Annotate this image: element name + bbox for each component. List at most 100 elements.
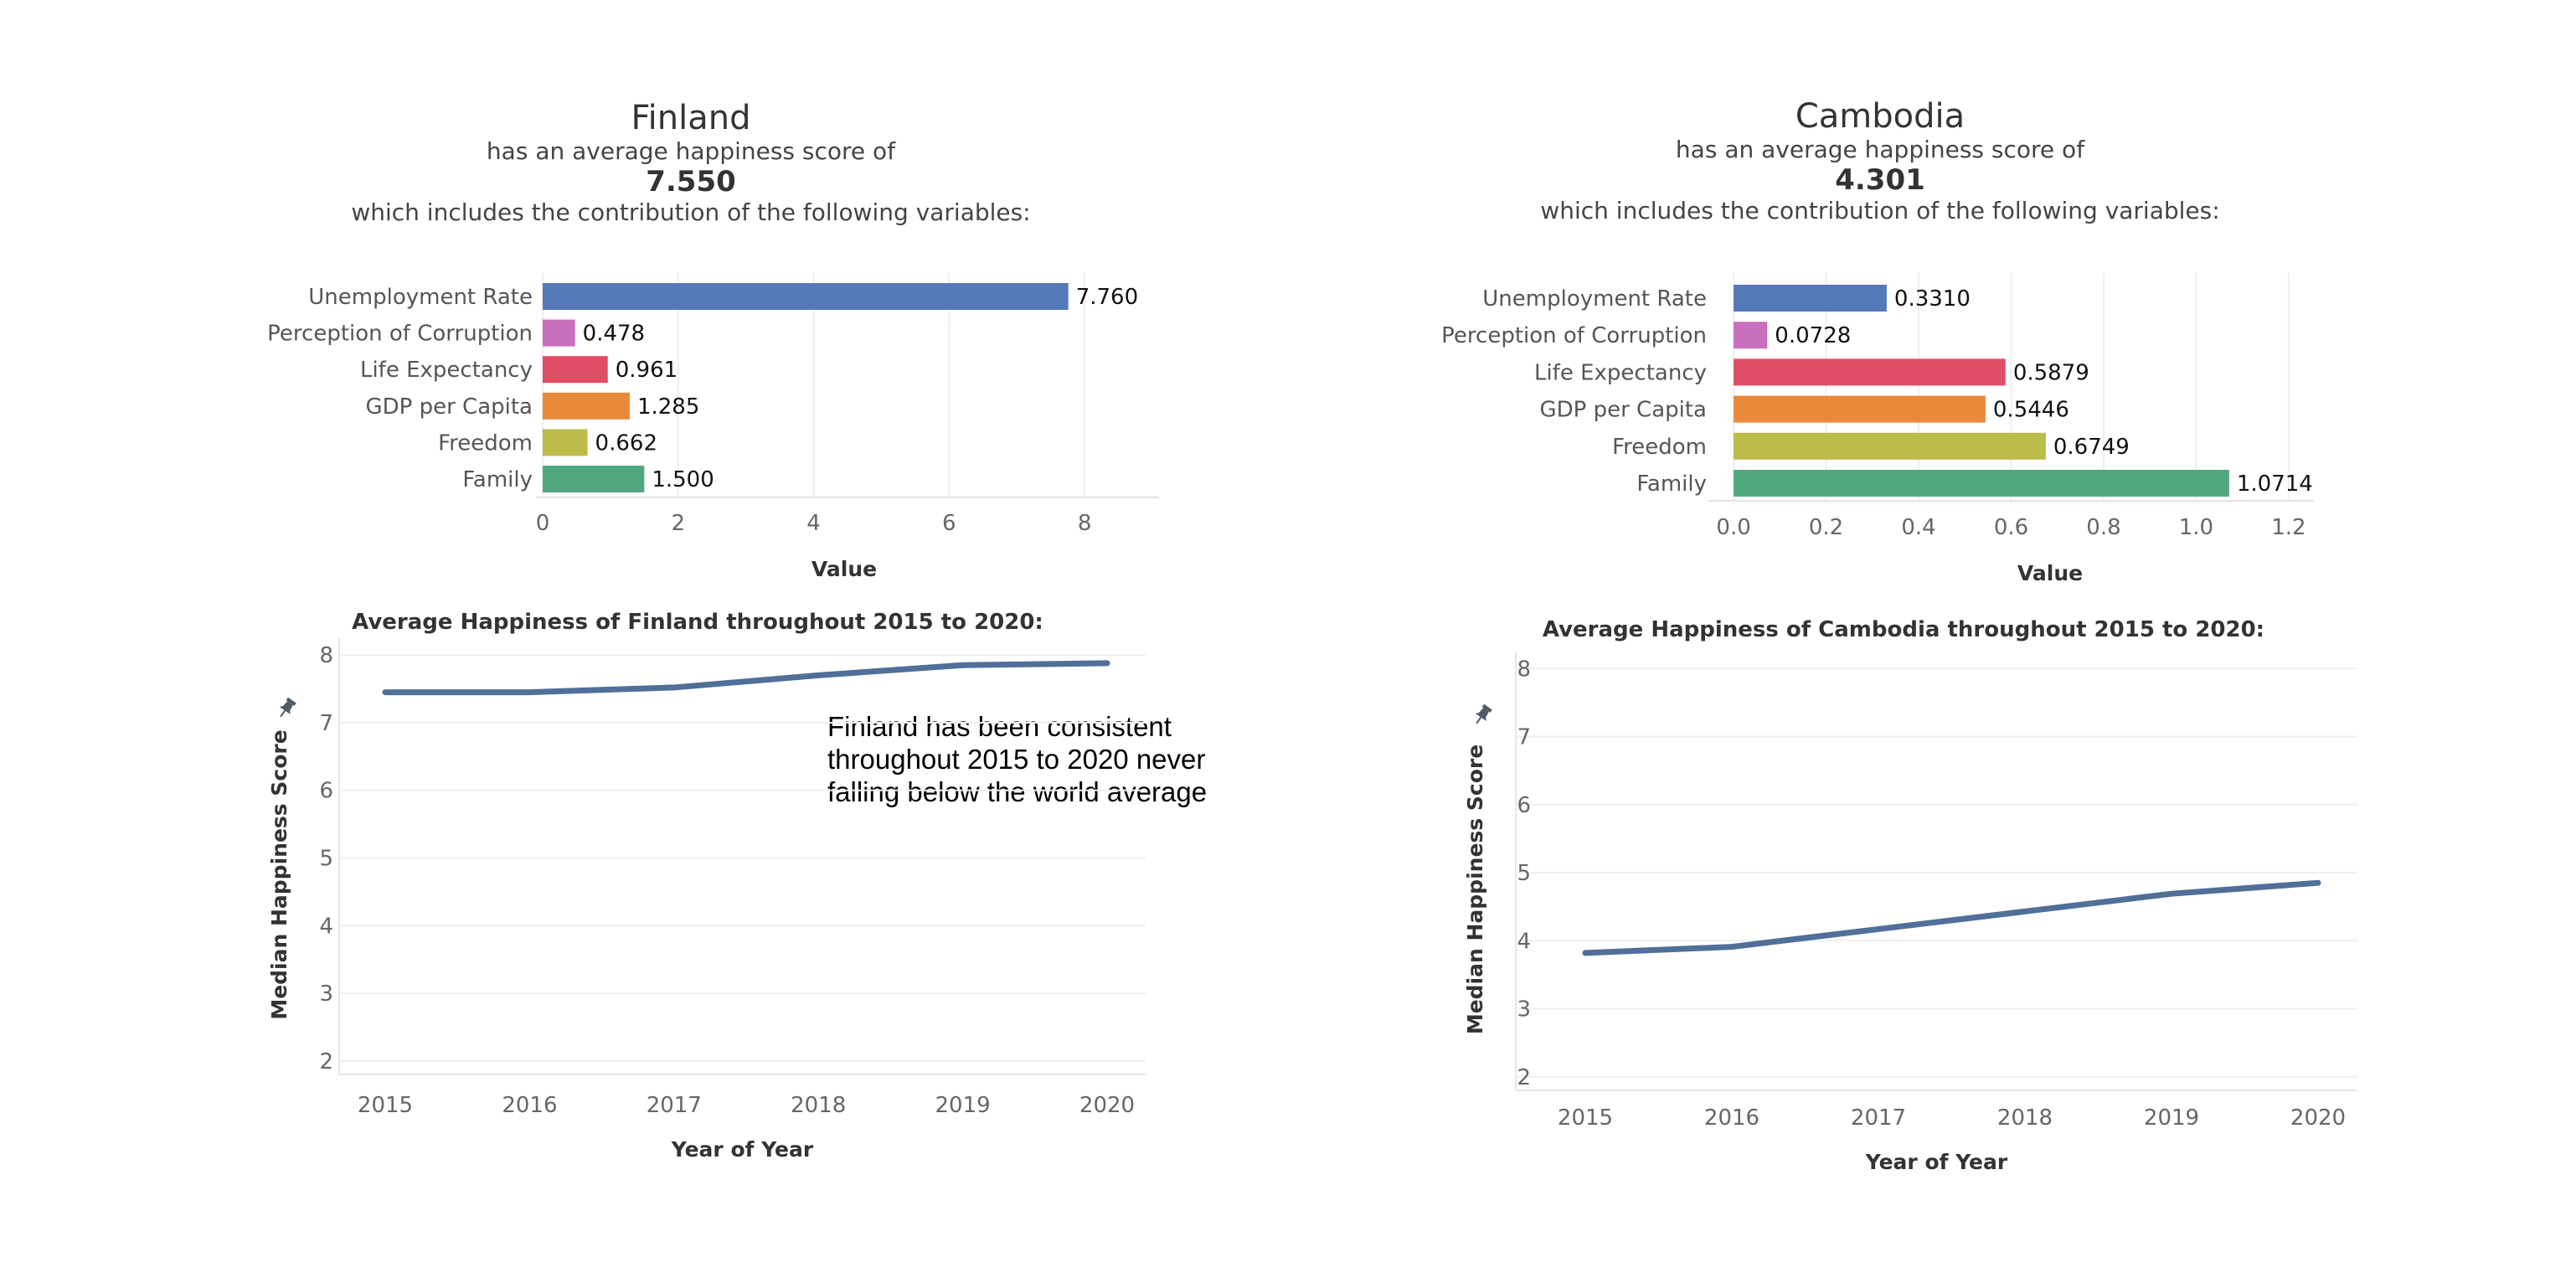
series-line bbox=[1582, 879, 2321, 956]
y-tick-label: 2 bbox=[319, 1049, 333, 1074]
x-tick-label: 1.2 bbox=[2271, 515, 2306, 540]
data-label: 0.961 bbox=[616, 358, 677, 383]
x-tick-label: 1.0 bbox=[2179, 515, 2213, 540]
x-tick-label: 2 bbox=[672, 511, 686, 536]
finland-panel: Finland has an average happiness score o… bbox=[314, 99, 1208, 807]
pin-icon-body bbox=[279, 701, 293, 715]
y-tick-label: 4 bbox=[319, 914, 333, 939]
y-tick-label: 5 bbox=[319, 847, 333, 872]
bar bbox=[1734, 285, 1887, 312]
pin-icon-needle bbox=[1476, 716, 1482, 724]
data-label: 1.0714 bbox=[2237, 471, 2313, 497]
category-label: GDP per Capita bbox=[365, 394, 533, 420]
x-tick-label: 2018 bbox=[1997, 1105, 2053, 1131]
data-label: 0.3310 bbox=[1894, 286, 1971, 312]
y-axis-title: Median Happiness Score bbox=[267, 729, 291, 1019]
data-label: 0.5446 bbox=[1993, 398, 2069, 423]
bar bbox=[1734, 322, 1768, 349]
category-label: Perception of Corruption bbox=[1441, 323, 1707, 348]
x-tick-label: 6 bbox=[942, 511, 956, 536]
score-intro: has an average happiness score of bbox=[486, 137, 896, 165]
category-label: Family bbox=[462, 467, 533, 492]
x-tick-label: 0.0 bbox=[1716, 515, 1750, 540]
x-tick-label: 2015 bbox=[358, 1093, 413, 1118]
y-tick-label: 7 bbox=[319, 711, 333, 736]
bar bbox=[1734, 395, 1986, 423]
x-tick-label: 4 bbox=[806, 511, 821, 536]
data-label: 0.6749 bbox=[2053, 435, 2130, 460]
bar bbox=[1734, 358, 2006, 386]
category-label: Freedom bbox=[438, 430, 533, 456]
y-tick-label: 8 bbox=[319, 643, 333, 668]
variables-intro: which includes the contribution of the f… bbox=[1540, 197, 2220, 224]
average-score: 7.550 bbox=[646, 165, 736, 198]
y-tick-label: 2 bbox=[1517, 1065, 1531, 1090]
x-tick-label: 2018 bbox=[791, 1093, 846, 1118]
x-tick-label: 2020 bbox=[1079, 1093, 1135, 1118]
category-label: Life Expectancy bbox=[1534, 360, 1707, 385]
x-tick-label: 2017 bbox=[1851, 1105, 1906, 1131]
pin-icon-body bbox=[1475, 708, 1489, 722]
bar bbox=[1734, 432, 2046, 460]
average-score: 4.301 bbox=[1835, 163, 1925, 197]
chart-title: Average Happiness of Cambodia throughout… bbox=[1543, 617, 2264, 642]
cambodia-header: Cambodia has an average happiness score … bbox=[1503, 97, 2257, 224]
x-tick-label: 2019 bbox=[935, 1093, 991, 1118]
bar-chart-1: 0.0 0.2 0.4 0.6 0.8 1.0 1.2 Unemployment Rate 0.… bbox=[1441, 273, 2314, 585]
pin-icon-needle bbox=[280, 709, 286, 718]
x-tick-label: 2017 bbox=[647, 1093, 702, 1118]
pin-icon bbox=[1475, 703, 1492, 724]
y-tick-label: 4 bbox=[1517, 929, 1531, 954]
x-tick-label: 2016 bbox=[502, 1093, 557, 1118]
y-tick-label: 3 bbox=[319, 982, 333, 1007]
finland-header: Finland has an average happiness score o… bbox=[314, 99, 1068, 226]
x-tick-label: 0.8 bbox=[2086, 515, 2120, 540]
chart-title: Average Happiness of Finland throughout … bbox=[352, 610, 1043, 635]
y-tick-label: 6 bbox=[319, 779, 333, 804]
category-label: Freedom bbox=[1612, 435, 1707, 460]
x-tick-label: 8 bbox=[1078, 511, 1092, 536]
country-title: Cambodia bbox=[1795, 97, 1965, 136]
category-label: Unemployment Rate bbox=[308, 285, 533, 310]
bar bbox=[543, 429, 588, 456]
bar bbox=[543, 466, 645, 492]
x-tick-label: 0.4 bbox=[1901, 515, 1935, 540]
x-tick-label: 2020 bbox=[2290, 1105, 2346, 1131]
y-tick-label: 5 bbox=[1517, 861, 1531, 886]
x-tick-label: 0.6 bbox=[1994, 515, 2028, 540]
variables-intro: which includes the contribution of the f… bbox=[351, 198, 1031, 226]
y-tick-label: 3 bbox=[1517, 997, 1531, 1023]
category-label: Family bbox=[1636, 471, 1707, 497]
data-label: 1.285 bbox=[637, 394, 699, 420]
category-label: GDP per Capita bbox=[1539, 398, 1707, 423]
y-tick-label: 8 bbox=[1517, 657, 1531, 682]
data-label: 0.0728 bbox=[1775, 323, 1851, 348]
chart-annotation: Finland has been consistent throughout 2… bbox=[827, 711, 1208, 807]
line-chart-0: Average Happiness of Finland throughout … bbox=[267, 610, 1146, 1162]
category-label: Perception of Corruption bbox=[267, 322, 533, 347]
x-axis-title: Year of Year bbox=[671, 1137, 814, 1162]
pin-icon-head bbox=[1481, 703, 1492, 713]
bar bbox=[543, 319, 575, 347]
pin-icon-head bbox=[286, 697, 296, 706]
bar bbox=[1734, 470, 2229, 497]
data-label: 7.760 bbox=[1076, 285, 1138, 310]
x-tick-label: 2016 bbox=[1704, 1105, 1759, 1131]
x-tick-label: 2019 bbox=[2144, 1105, 2199, 1131]
bar-chart-0: 0 2 4 6 8 Unemployment Rate 7.760 Perception of… bbox=[267, 273, 1159, 581]
data-label: 1.500 bbox=[652, 467, 714, 492]
data-label: 0.662 bbox=[595, 430, 657, 456]
data-label: 0.478 bbox=[583, 322, 645, 347]
bar bbox=[543, 356, 608, 384]
bar bbox=[543, 392, 630, 420]
x-axis-title: Value bbox=[811, 557, 877, 581]
data-label: 0.5879 bbox=[2013, 360, 2089, 385]
line-chart-1: Average Happiness of Cambodia throughout… bbox=[1463, 617, 2357, 1174]
x-axis-title: Value bbox=[2017, 561, 2083, 585]
cambodia-panel: Cambodia has an average happiness score … bbox=[1288, 0, 2576, 1283]
category-label: Life Expectancy bbox=[360, 358, 533, 383]
x-axis-title: Year of Year bbox=[1865, 1150, 2008, 1174]
y-tick-label: 6 bbox=[1517, 793, 1531, 818]
country-title: Finland bbox=[631, 99, 751, 137]
